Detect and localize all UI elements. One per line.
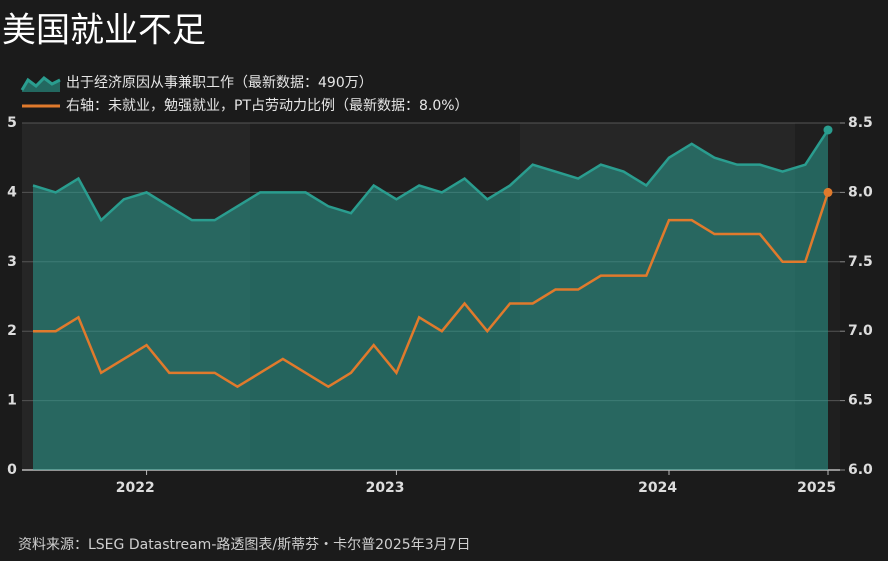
- source: 资料来源：LSEG Datastream-路透图表/斯蒂芬・卡尔普2025年3月…: [18, 537, 471, 553]
- y2-tick-label: 7.0: [848, 323, 873, 339]
- chart-title: 美国就业不足: [2, 11, 206, 51]
- legend-label: 出于经济原因从事兼职工作（最新数据：490万）: [66, 75, 373, 91]
- y2-tick-label: 8.5: [848, 115, 873, 131]
- y-tick-label: 1: [7, 393, 17, 409]
- legend-swatch: [22, 78, 60, 92]
- y2-tick-label: 6.0: [848, 462, 873, 478]
- x-tick-label: 2025: [797, 480, 836, 496]
- y2-tick-label: 7.5: [848, 254, 873, 270]
- y-tick-label: 2: [7, 323, 17, 339]
- y-tick-label: 0: [7, 462, 17, 478]
- x-tick-label: 2023: [366, 480, 405, 496]
- line: [32, 129, 830, 223]
- x-tick-label: 2022: [116, 480, 155, 496]
- y-tick-label: 3: [7, 254, 17, 270]
- legend-swatch: [20, 76, 61, 91]
- area: [33, 129, 828, 470]
- y-tick-label: 5: [7, 115, 17, 131]
- x-tick-label: 2024: [638, 480, 677, 496]
- end-marker: [823, 125, 833, 135]
- legend-label: 右轴：未就业，勉强就业，PT占劳动力比例（最新数据：8.0%）: [66, 98, 469, 114]
- y2-tick-label: 8.0: [848, 184, 873, 200]
- line: [33, 192, 830, 389]
- end-marker: [823, 187, 833, 197]
- y2-tick-label: 6.5: [848, 393, 873, 409]
- y-tick-label: 4: [7, 184, 17, 200]
